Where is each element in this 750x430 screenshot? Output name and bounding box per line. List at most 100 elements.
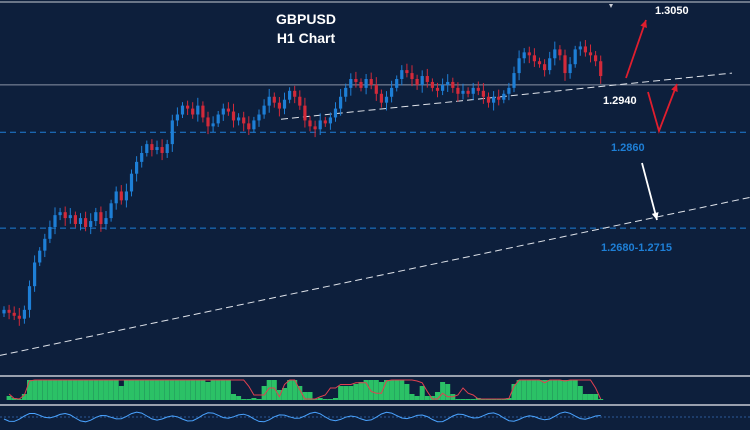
histogram-bar bbox=[256, 399, 262, 400]
candle-body bbox=[12, 312, 16, 316]
candle-body bbox=[532, 55, 536, 62]
histogram-bar bbox=[588, 394, 593, 400]
candle-body bbox=[17, 315, 21, 319]
histogram-bar bbox=[190, 380, 196, 400]
histogram-bar bbox=[593, 394, 599, 400]
candle-body bbox=[599, 61, 603, 77]
histogram-bar bbox=[139, 380, 145, 400]
candle-body bbox=[359, 81, 363, 88]
candle-body bbox=[486, 96, 491, 103]
candle-body bbox=[38, 250, 42, 263]
histogram-bar bbox=[42, 380, 48, 400]
candle-body bbox=[201, 105, 205, 118]
oscillator-line bbox=[3, 411, 601, 423]
candle-body bbox=[73, 215, 77, 225]
candle-body bbox=[543, 64, 547, 71]
histogram-bar bbox=[292, 380, 298, 400]
candle-body bbox=[502, 93, 506, 100]
candle-body bbox=[155, 147, 159, 151]
candle-body bbox=[53, 215, 57, 227]
histogram-bar bbox=[37, 380, 43, 400]
histogram-bar bbox=[353, 384, 359, 400]
histogram-bar bbox=[572, 380, 578, 400]
histogram-bar bbox=[210, 380, 216, 400]
candle-body bbox=[466, 90, 470, 94]
histogram-bar bbox=[307, 392, 313, 400]
histogram-bar bbox=[455, 399, 461, 400]
candle-body bbox=[461, 90, 465, 94]
candle-body bbox=[323, 120, 327, 124]
histogram-bar bbox=[67, 380, 73, 400]
candle-body bbox=[196, 105, 200, 115]
histogram-bar bbox=[302, 392, 308, 400]
histogram-bar bbox=[282, 388, 287, 400]
candle-body bbox=[293, 90, 297, 97]
histogram-bar bbox=[231, 394, 236, 400]
trendline-1 bbox=[280, 72, 733, 120]
candle-body bbox=[135, 161, 139, 174]
histogram-bar bbox=[378, 382, 384, 400]
oscillator-indicator bbox=[0, 411, 750, 423]
histogram-bar bbox=[236, 396, 242, 400]
candle-body bbox=[471, 87, 475, 94]
candle-body bbox=[354, 78, 358, 82]
histogram-bar bbox=[384, 380, 389, 400]
arrow-up-target-head bbox=[640, 20, 647, 28]
arrow-down-support-head bbox=[651, 212, 659, 220]
candle-body bbox=[374, 84, 378, 94]
histogram-bar bbox=[32, 380, 38, 400]
candle-body bbox=[145, 144, 149, 153]
candle-body bbox=[129, 173, 134, 192]
histogram-bar bbox=[83, 380, 89, 400]
histogram-bar bbox=[251, 398, 257, 400]
candle-body bbox=[583, 46, 587, 53]
candle-body bbox=[272, 96, 276, 103]
candle-body bbox=[160, 147, 164, 153]
target-label: 1.3050 bbox=[655, 5, 689, 17]
arrow-down-support bbox=[641, 162, 658, 221]
candle-body bbox=[114, 191, 118, 204]
candle-body bbox=[191, 108, 195, 115]
histogram-bar bbox=[266, 380, 272, 400]
level-label-2: 1.2860 bbox=[611, 142, 645, 154]
histogram-bar bbox=[220, 380, 226, 400]
histogram-signal-line bbox=[8, 379, 602, 400]
candle-body bbox=[435, 87, 440, 91]
candle-body bbox=[553, 49, 557, 59]
histogram-bar bbox=[414, 396, 420, 400]
histogram-bar bbox=[460, 399, 466, 400]
candle-body bbox=[48, 226, 52, 239]
candle-body bbox=[349, 78, 353, 88]
histogram-bar bbox=[435, 392, 440, 400]
arrow-up-target bbox=[625, 19, 647, 79]
histogram-bar bbox=[409, 394, 415, 400]
candle-body bbox=[588, 52, 593, 56]
candle-body bbox=[303, 105, 307, 121]
candle-body bbox=[318, 120, 322, 130]
candle-body bbox=[446, 81, 450, 85]
candle-body bbox=[333, 108, 338, 118]
histogram-bar bbox=[144, 380, 150, 400]
histogram-bar bbox=[21, 394, 27, 400]
histogram-bar bbox=[537, 380, 542, 400]
trendlines-layer bbox=[0, 72, 750, 356]
histogram-bar bbox=[511, 384, 517, 400]
level-label-1: 1.2940 bbox=[603, 95, 637, 107]
candle-body bbox=[150, 144, 154, 151]
candle-body bbox=[497, 96, 501, 100]
candle-body bbox=[481, 90, 485, 97]
histogram-bar bbox=[154, 380, 160, 400]
histogram-bar bbox=[98, 380, 104, 400]
candle-body bbox=[548, 58, 552, 71]
candle-body bbox=[104, 218, 108, 225]
candle-body bbox=[216, 114, 220, 124]
candle-body bbox=[517, 58, 521, 74]
histogram-bar bbox=[577, 386, 583, 400]
candle-body bbox=[288, 90, 292, 100]
histogram-bar bbox=[27, 380, 32, 400]
candle-body bbox=[124, 191, 128, 201]
candle-body bbox=[63, 212, 67, 219]
candle-body bbox=[476, 87, 480, 91]
candle-body bbox=[140, 152, 144, 162]
candle-body bbox=[89, 221, 93, 227]
